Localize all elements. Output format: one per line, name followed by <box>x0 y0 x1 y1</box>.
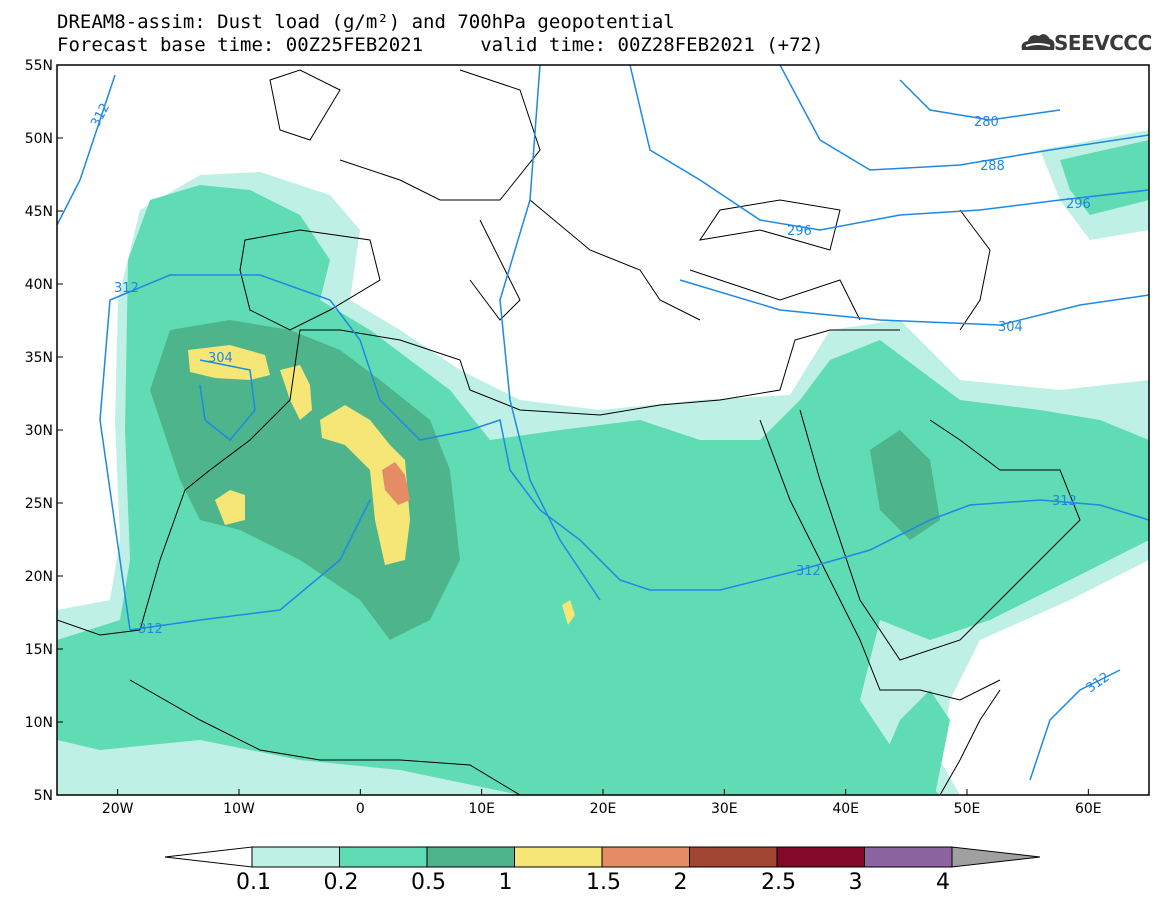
contour-288 <box>779 65 1149 171</box>
colorbar-label: 1.5 <box>586 870 621 895</box>
colorbar-swatch <box>776 846 865 868</box>
dust-region-peak <box>382 462 410 505</box>
colorbar-label: 4 <box>936 870 950 895</box>
dust-region-high-3 <box>320 405 410 565</box>
dust-region-high-2 <box>280 365 312 420</box>
lat-tick-label: 55N <box>25 58 53 74</box>
contour-312-se <box>1029 669 1121 781</box>
cloud-logo-icon <box>1021 34 1055 50</box>
lon-tick-label: 0 <box>356 801 365 817</box>
contour-304-loop <box>199 359 256 442</box>
coastline-horn-africa <box>939 689 1001 795</box>
colorbar-swatch <box>689 846 778 868</box>
contour-312-south <box>129 499 371 631</box>
coastline-anatolia <box>689 269 861 321</box>
colorbar-label: 0.1 <box>236 870 271 895</box>
contour-label: 312 <box>1052 494 1077 509</box>
colorbar-label: 1 <box>498 870 513 895</box>
coastline-iberia <box>239 229 381 331</box>
dust-region-mid-east-africa <box>870 690 950 795</box>
lon-tick-label: 50E <box>954 801 981 817</box>
colorbar-label: 0.2 <box>323 870 359 895</box>
lon-tick-label: 10E <box>468 801 495 817</box>
dust-shading <box>57 130 1149 795</box>
lat-tick-label: 25N <box>25 496 53 512</box>
lat-tick-label: 30N <box>25 423 53 439</box>
contour-312-africa <box>99 274 1149 631</box>
dust-region-mid <box>57 185 1149 795</box>
lon-tick-label: 60E <box>1075 801 1102 817</box>
lon-tick-label: 40E <box>832 801 859 817</box>
contour-280 <box>899 79 1061 121</box>
contour-304-east <box>679 279 1149 326</box>
lat-axis: 55N 50N 45N 40N 35N 30N 25N 20N 15N 10N 5N <box>25 58 63 804</box>
logo-text: SEEVCCC <box>1054 31 1152 55</box>
contour-label: 312 <box>138 622 163 637</box>
colorbar-swatch <box>251 846 340 868</box>
dust-region-dense <box>150 320 460 640</box>
contour-label: 304 <box>998 320 1023 335</box>
lat-tick-label: 40N <box>25 277 53 293</box>
lat-tick-label: 35N <box>25 350 53 366</box>
contour-label: 312 <box>796 564 821 579</box>
contour-304-europe <box>499 65 601 601</box>
contour-label: 312 <box>114 281 139 296</box>
geopotential-contours <box>57 65 1149 781</box>
coastlines <box>57 69 1081 795</box>
contour-296 <box>629 65 1149 231</box>
colorbar-under-arrow <box>164 846 253 868</box>
colorbar-over-arrow <box>951 846 1041 868</box>
lon-tick-label: 30E <box>711 801 738 817</box>
lat-tick-label: 20N <box>25 569 53 585</box>
contour-label: 304 <box>208 351 233 366</box>
colorbar-label: 0.5 <box>411 870 446 895</box>
coastline-balkans-greece <box>529 199 701 321</box>
dust-region-high-4 <box>215 490 245 525</box>
dust-region-high-5 <box>562 600 575 625</box>
contour-312-atlantic <box>57 74 116 226</box>
coastline-west-africa-med <box>57 329 900 636</box>
contour-label: 296 <box>787 224 812 239</box>
contour-label: 312 <box>88 101 113 130</box>
coastline-red-sea <box>759 419 1001 701</box>
map-title: DREAM8-assim: Dust load (g/m²) and 700hP… <box>57 11 675 33</box>
contour-label: 280 <box>974 115 999 130</box>
dust-region-mid-ne <box>1060 140 1149 215</box>
lat-tick-label: 15N <box>25 642 53 658</box>
lon-axis: 20W 10W 0 10E 20E 30E 40E 50E 60E <box>102 789 1102 817</box>
colorbar-label: 2.5 <box>761 870 796 895</box>
colorbar <box>164 846 1041 868</box>
colorbar-label: 2 <box>673 870 688 895</box>
contour-label: 296 <box>1066 197 1091 212</box>
contour-label: 312 <box>1084 670 1113 697</box>
lon-tick-label: 20E <box>590 801 617 817</box>
contour-label: 288 <box>980 159 1005 174</box>
coastline-caspian <box>959 209 991 331</box>
coastline-gulf-guinea <box>129 679 521 795</box>
colorbar-swatch <box>514 846 603 868</box>
lat-tick-label: 10N <box>25 715 53 731</box>
coastline-italy <box>469 219 521 321</box>
colorbar-label: 3 <box>848 870 863 895</box>
lon-tick-label: 20W <box>102 801 134 817</box>
colorbar-swatch <box>601 846 690 868</box>
coastline-britain <box>269 69 341 141</box>
lat-tick-label: 50N <box>25 131 53 147</box>
lat-tick-label: 45N <box>25 204 53 220</box>
lon-tick-label: 10W <box>223 801 255 817</box>
colorbar-swatch <box>339 846 428 868</box>
coastline-north-europe <box>339 69 541 201</box>
coastline-arabia <box>799 409 1081 661</box>
colorbar-swatch <box>426 846 515 868</box>
map-subtitle: Forecast base time: 00Z25FEB2021 valid t… <box>57 34 824 56</box>
coastline-black-sea <box>698 199 841 251</box>
dust-region-dense-arabia <box>870 430 940 540</box>
colorbar-swatch <box>864 846 953 868</box>
lat-tick-label: 5N <box>34 788 53 804</box>
